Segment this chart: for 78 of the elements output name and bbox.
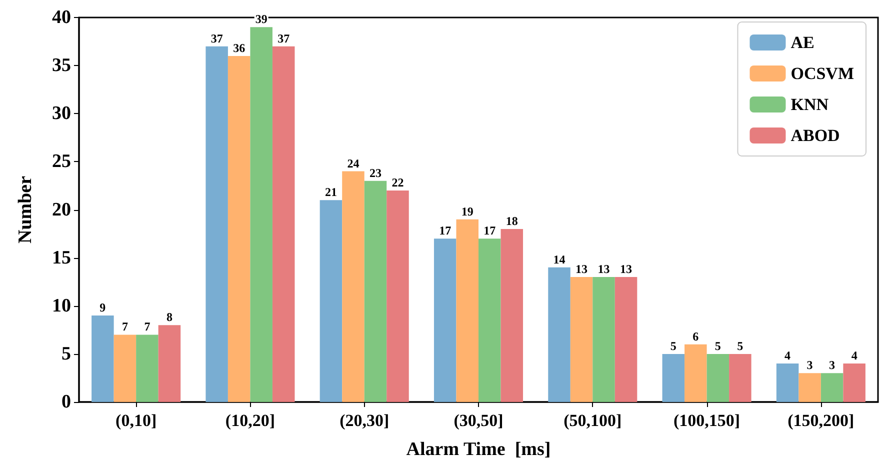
y-tick-label: 40 [52,7,71,28]
bar [820,373,844,402]
data-label: 14 [553,252,566,266]
data-label: 3 [829,358,836,372]
data-label: 36 [233,40,246,55]
bar [364,180,387,402]
y-tick-label: 35 [52,55,71,76]
bar [342,171,364,402]
bar [478,238,501,402]
x-axis-title: Alarm Time [ms] [406,439,551,460]
data-label: 9 [100,300,106,314]
data-label: 17 [484,224,496,238]
data-label: 4 [784,348,791,363]
legend-label: AE [790,33,814,52]
data-label: 24 [347,156,360,170]
bar [228,56,250,402]
data-label: 8 [166,310,172,324]
bar [614,277,638,402]
bar [729,354,752,402]
bar [684,344,707,402]
y-tick-label: 15 [52,247,71,268]
x-tick-label: (150,200] [788,411,854,430]
data-label: 37 [278,31,290,46]
data-label: 37 [210,31,223,46]
legend-label: ABOD [790,126,840,145]
y-tick-label: 10 [52,295,71,316]
bar [114,334,136,402]
data-label: 21 [324,185,337,200]
bar [456,219,478,402]
bar [798,373,821,402]
x-tick-label: (50,100] [564,411,622,430]
data-label: 17 [439,224,452,238]
bar [320,200,342,402]
data-label: 5 [714,338,721,353]
legend-label: OCSVM [790,64,854,83]
bar [136,334,158,402]
data-label: 22 [392,176,404,190]
legend-label: KNN [790,95,830,114]
y-tick-label: 0 [62,392,71,412]
data-label: 4 [851,348,858,363]
data-label: 23 [369,166,382,180]
data-label: 39 [255,12,268,26]
bar [158,325,181,402]
data-label: 13 [620,262,632,276]
y-tick-label: 20 [52,199,71,220]
data-label: 7 [144,320,150,334]
data-label: 3 [806,358,813,372]
x-tick-label: (10,20] [225,411,276,430]
bar [570,277,593,402]
bar [92,315,114,402]
bar [662,354,685,402]
y-axis-title: Number [15,175,36,244]
y-tick-label: 25 [52,151,71,172]
bar [206,46,228,402]
x-tick-label: (100,150] [673,411,740,430]
bar [592,277,615,402]
bar [706,354,730,402]
bar [843,364,866,402]
data-label: 13 [576,262,588,276]
bar [434,238,456,402]
bar [272,46,295,402]
y-tick-label: 30 [52,103,71,124]
x-tick-label: (0,10] [116,411,157,430]
x-tick-label: (20,30] [340,411,390,430]
data-label: 5 [737,338,744,353]
data-label: 13 [598,262,610,276]
data-label: 7 [122,320,128,334]
data-label: 18 [506,214,518,228]
x-tick-label: (30,50] [454,411,504,430]
data-label: 5 [670,338,676,353]
data-label: 6 [692,329,699,344]
bar [500,228,524,402]
bar [250,27,272,402]
bar [548,267,570,402]
bar [776,364,799,402]
y-tick-label: 5 [62,343,71,364]
data-label: 19 [461,204,474,218]
bar [386,190,409,402]
